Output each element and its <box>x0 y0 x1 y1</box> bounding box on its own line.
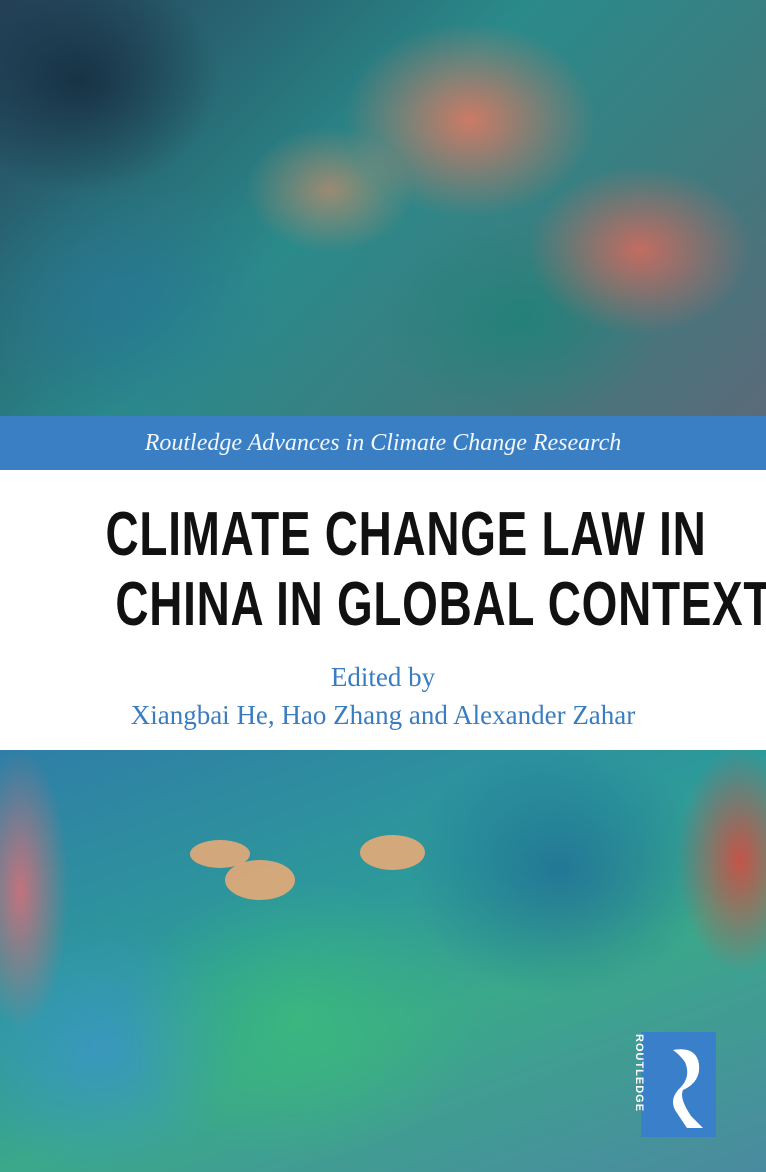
series-title: Routledge Advances in Climate Change Res… <box>144 429 622 456</box>
editors: Xiangbai He, Hao Zhang and Alexander Zah… <box>130 700 636 730</box>
title-line-2: CHINA IN GLOBAL CONTEXT <box>115 570 766 639</box>
cover-artwork-bottom <box>0 750 766 1172</box>
routledge-logo: ROUTLEDGE <box>633 1032 716 1137</box>
title-line-1: CLIMATE CHANGE LAW IN <box>105 500 707 569</box>
routledge-r-icon <box>673 1049 703 1128</box>
edited-by-label: Edited by <box>330 662 436 692</box>
cover-artwork-top <box>0 0 766 416</box>
logo-wordmark: ROUTLEDGE <box>633 1034 645 1113</box>
series-banner: Routledge Advances in Climate Change Res… <box>0 416 766 470</box>
book-title: CLIMATE CHANGE LAW IN CHINA IN GLOBAL CO… <box>0 500 766 640</box>
title-panel <box>0 470 766 750</box>
